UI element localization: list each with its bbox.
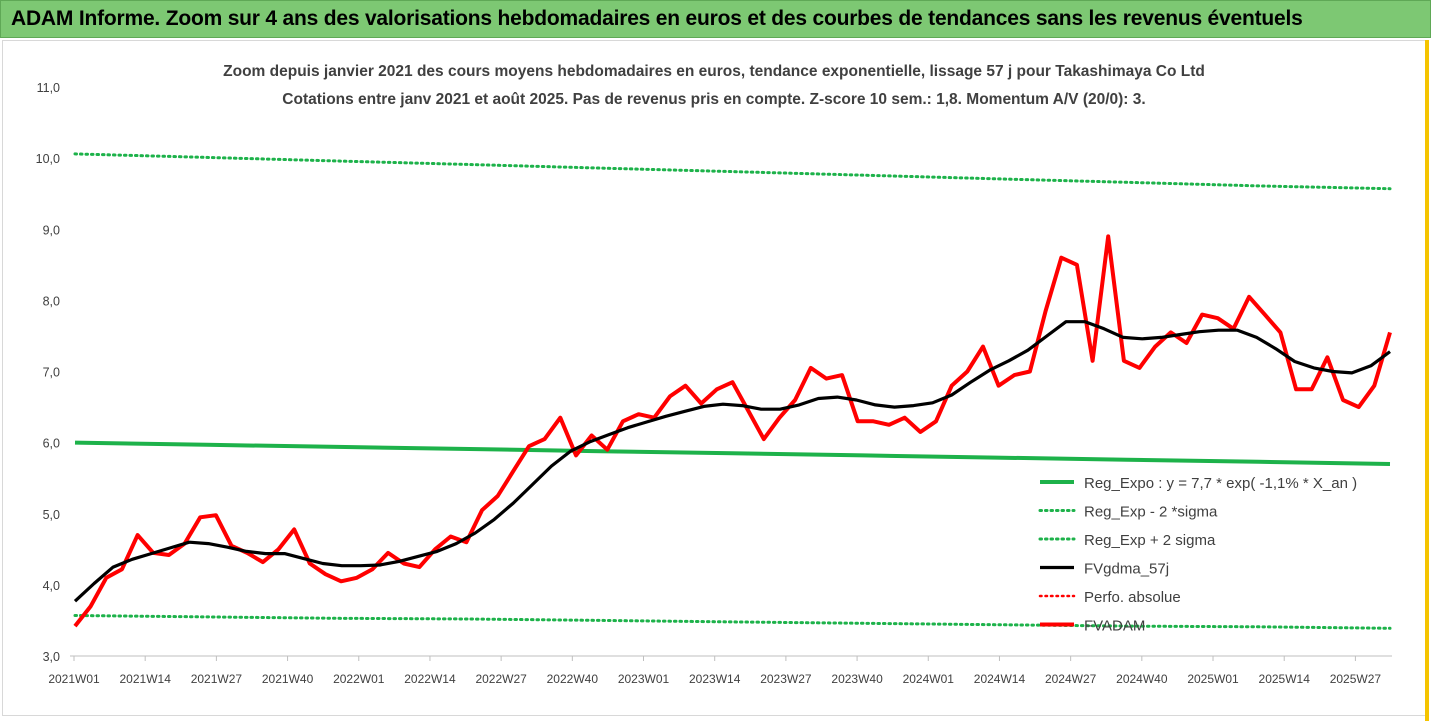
x-tick-label: 2021W01 xyxy=(48,672,100,686)
x-tick-label: 2022W01 xyxy=(333,672,385,686)
x-tick-label: 2022W27 xyxy=(475,672,527,686)
x-tick-label: 2024W01 xyxy=(903,672,955,686)
series-line-solid-black xyxy=(73,320,1391,603)
legend-label: Perfo. absolue xyxy=(1084,589,1181,606)
x-tick-label: 2023W14 xyxy=(689,672,741,686)
chart-series xyxy=(73,152,1392,630)
y-tick-label: 4,0 xyxy=(43,579,60,593)
chart-legend: Reg_Expo : y = 7,7 * exp( -1,1% * X_an )… xyxy=(1038,475,1357,635)
y-tick-label: 10,0 xyxy=(36,152,60,166)
legend-label: Reg_Exp - 2 *sigma xyxy=(1084,504,1218,521)
legend-label: Reg_Exp + 2 sigma xyxy=(1084,532,1216,549)
x-tick-label: 2021W14 xyxy=(120,672,172,686)
chart-axes: 3,0 4,0 5,0 6,0 7,0 8,0 9,0 10,0 11,0 2021W01 2021… xyxy=(36,81,1392,686)
legend-label: Reg_Expo : y = 7,7 * exp( -1,1% * X_an ) xyxy=(1084,475,1357,492)
x-tick-label: 2021W40 xyxy=(262,672,314,686)
y-tick-label: 7,0 xyxy=(43,366,60,380)
y-tick-label: 9,0 xyxy=(43,223,60,237)
series-line-solid-red xyxy=(73,234,1392,628)
x-tick-label: 2022W40 xyxy=(547,672,599,686)
report-banner: ADAM Informe. Zoom sur 4 ans des valoris… xyxy=(0,0,1431,38)
chart-title: Zoom depuis janvier 2021 des cours moyen… xyxy=(223,63,1205,80)
y-tick-label: 3,0 xyxy=(43,650,60,664)
series-line-dotted-green xyxy=(73,614,1392,630)
x-tick-label: 2024W14 xyxy=(974,672,1026,686)
frame-accent-right xyxy=(1425,40,1429,721)
x-tick-label: 2025W27 xyxy=(1330,672,1382,686)
x-tick-label: 2021W27 xyxy=(191,672,243,686)
y-tick-label: 6,0 xyxy=(43,437,60,451)
x-tick-label: 2022W14 xyxy=(404,672,456,686)
x-tick-label: 2023W40 xyxy=(831,672,883,686)
y-tick-label: 5,0 xyxy=(43,508,60,522)
chart-subtitle: Cotations entre janv 2021 et août 2025. … xyxy=(282,91,1145,108)
legend-label: FVADAM xyxy=(1084,618,1145,635)
series-line-dotted-green xyxy=(73,152,1392,191)
y-tick-label: 8,0 xyxy=(43,294,60,308)
x-tick-label: 2024W27 xyxy=(1045,672,1097,686)
report-banner-title: ADAM Informe. Zoom sur 4 ans des valoris… xyxy=(11,7,1303,30)
x-tick-label: 2023W01 xyxy=(618,672,670,686)
x-tick-label: 2025W14 xyxy=(1259,672,1311,686)
series-line-solid-green xyxy=(74,440,1391,466)
y-tick-label: 11,0 xyxy=(37,81,60,95)
legend-label: FVgdma_57j xyxy=(1084,561,1169,578)
x-tick-label: 2025W01 xyxy=(1187,672,1239,686)
x-tick-label: 2024W40 xyxy=(1116,672,1168,686)
x-tick-label: 2023W27 xyxy=(760,672,812,686)
